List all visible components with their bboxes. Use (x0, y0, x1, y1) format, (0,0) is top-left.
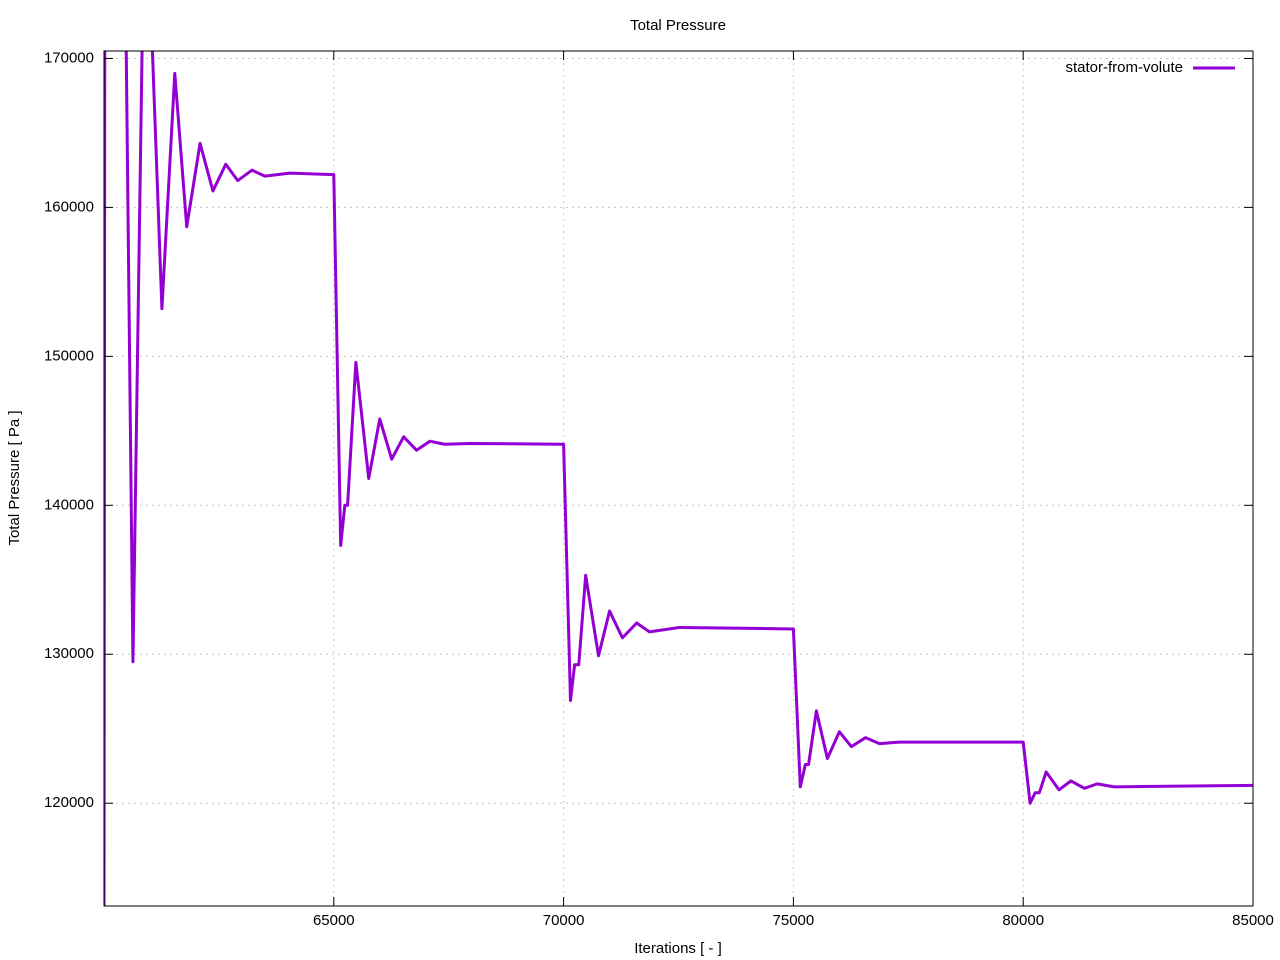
data-line (104, 51, 1253, 906)
plot-area (104, 51, 1253, 906)
x-tick-label: 75000 (773, 912, 815, 929)
y-tick-label: 160000 (44, 198, 94, 215)
y-tick-label: 130000 (44, 645, 94, 662)
y-tick-label: 120000 (44, 794, 94, 811)
legend-label: stator-from-volute (1065, 59, 1183, 76)
x-tick-label: 80000 (1002, 912, 1044, 929)
y-tick-label: 140000 (44, 496, 94, 513)
x-axis-label: Iterations [ - ] (634, 940, 722, 957)
y-tick-label: 170000 (44, 49, 94, 66)
y-tick-label: 150000 (44, 347, 94, 364)
x-tick-label: 65000 (313, 912, 355, 929)
plot-border (103, 50, 1254, 907)
y-axis-label: Total Pressure [ Pa ] (6, 410, 23, 545)
x-tick-label: 85000 (1232, 912, 1274, 929)
x-tick-label: 70000 (543, 912, 585, 929)
chart-title: Total Pressure (630, 17, 726, 34)
grid (104, 51, 1254, 906)
